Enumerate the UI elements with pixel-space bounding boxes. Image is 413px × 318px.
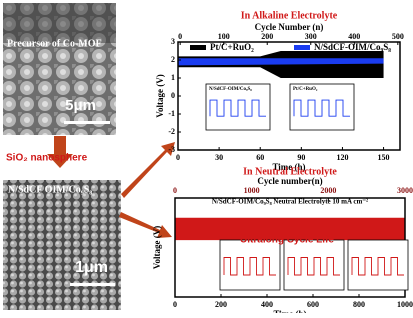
x-tick-label: 200	[215, 300, 227, 309]
x2-tick-label: 0	[178, 32, 182, 41]
y-tick-label: -1	[168, 109, 175, 118]
legend-label: Pt/C+RuO₂	[210, 42, 254, 52]
scale-label: 5μm	[65, 97, 96, 114]
x-tick-label: 120	[336, 153, 348, 162]
legend-swatch	[294, 45, 310, 50]
x2-axis-label: Cycle Number (n)	[255, 22, 324, 32]
image-label: N/SdCF OIM/Co₉S₈	[8, 184, 92, 195]
x2-axis-label: Cycle number(n)	[257, 176, 322, 186]
y-tick-label: 0	[171, 91, 175, 100]
scale-bar	[64, 121, 110, 124]
scale-label: 1μm	[75, 259, 108, 276]
y-tick-label: 3	[171, 37, 175, 46]
x-axis-label: Time (h)	[273, 309, 306, 313]
scale-bar	[70, 283, 115, 286]
step-label: SiO₂ nanosphere	[6, 153, 88, 164]
arrow	[119, 212, 172, 238]
arrow	[121, 142, 175, 198]
x-tick-label: 60	[256, 153, 264, 162]
x2-tick-label: 3000	[397, 186, 413, 195]
x-tick-label: 1000	[397, 300, 413, 309]
x2-tick-label: 300	[305, 32, 317, 41]
y-axis-label: Voltage (V)	[155, 74, 165, 117]
figure: Precursor of Co-MOF 5μm SiO₂ nanosphere …	[0, 0, 413, 313]
sem-shade	[3, 3, 116, 43]
x2-tick-label: 500	[392, 32, 404, 41]
sem-image	[3, 180, 121, 310]
inset-label: N/SdCF-OIM/Co₉S₈	[209, 87, 252, 92]
y-axis-label: Voltage (V)	[152, 226, 162, 269]
legend-label: N/SdCF-OIM/Co₉S₈	[314, 42, 391, 52]
x-tick-label: 600	[307, 300, 319, 309]
inset-label: Pt/C+RuO₂	[293, 87, 318, 92]
x2-tick-label: 100	[218, 32, 230, 41]
x-tick-label: 0	[176, 153, 180, 162]
x-tick-label: 0	[173, 300, 177, 309]
x-tick-label: 800	[353, 300, 365, 309]
x2-tick-label: 2000	[320, 186, 336, 195]
x-tick-label: 30	[215, 153, 223, 162]
chart-title: In Alkaline Electrolyte	[241, 10, 338, 21]
image-label: Precursor of Co-MOF	[7, 38, 102, 49]
chart-subtitle: N/SdCF-OIM/Co₉S₈ Neutral Electrolyte 10 …	[212, 198, 368, 206]
legend-swatch	[190, 45, 206, 50]
x2-tick-label: 1000	[244, 186, 260, 195]
x-tick-label: 90	[297, 153, 305, 162]
x-tick-label: 150	[378, 153, 390, 162]
y-tick-label: 1	[171, 73, 175, 82]
y-tick-label: 2	[171, 55, 175, 64]
x-tick-label: 400	[261, 300, 273, 309]
x2-tick-label: 200	[261, 32, 273, 41]
x2-tick-label: 0	[173, 186, 177, 195]
x2-tick-label: 400	[348, 32, 360, 41]
y-tick-label: -2	[168, 127, 175, 136]
annotation: Ultralong Cycle Life	[240, 235, 334, 246]
y-tick-label: -3	[168, 145, 175, 154]
